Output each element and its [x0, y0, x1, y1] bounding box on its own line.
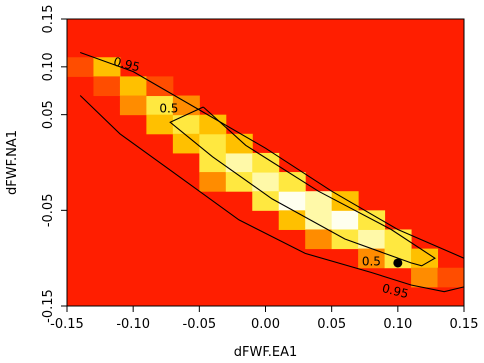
- heatmap-cell: [119, 95, 147, 116]
- contour-line: [169, 106, 436, 267]
- heatmap-cell: [146, 95, 174, 116]
- contour-label: 0.95: [112, 54, 141, 74]
- x-tick-label: 0.10: [383, 317, 412, 332]
- heatmap-cell: [93, 76, 121, 97]
- heatmap-cell: [252, 172, 280, 192]
- heatmap-cell: [437, 267, 465, 288]
- contour-line: [79, 95, 465, 293]
- heatmap-cell: [199, 133, 227, 154]
- heatmap-cell: [384, 229, 412, 250]
- heatmap-cell: [278, 191, 306, 211]
- heatmap-cell: [93, 57, 121, 77]
- best-fit-point: [393, 258, 403, 268]
- heatmap-cell: [225, 172, 253, 192]
- x-tick-label: -0.05: [183, 317, 217, 332]
- heatmap-cell: [172, 114, 200, 135]
- contour-labels: 0.950.50.50.95: [112, 54, 410, 301]
- contour-label: 0.5: [362, 254, 381, 268]
- heatmap-cell: [278, 172, 306, 192]
- y-axis-title: dFWF.NA1: [5, 130, 20, 195]
- heatmap-cell: [278, 210, 306, 230]
- y-axis: -0.15 -0.05 0.05 0.10 0.15: [41, 5, 67, 323]
- x-axis-title: dFWF.EA1: [234, 345, 297, 360]
- heatmap-cell: [252, 191, 280, 211]
- heatmap-cell: [331, 210, 359, 230]
- heatmap-cell: [252, 152, 280, 173]
- x-tick-label: 0.00: [251, 317, 280, 332]
- heatmap-cell: [331, 191, 359, 211]
- heatmap-cell: [411, 267, 439, 288]
- heatmap-cell: [172, 133, 200, 154]
- y-tick-label: -0.05: [41, 194, 56, 228]
- heatmap-cell: [172, 95, 200, 116]
- heatmap-cell: [305, 191, 333, 211]
- x-tick-label: -0.15: [50, 317, 84, 332]
- heatmap-cell: [358, 229, 386, 250]
- heatmap-cell: [305, 210, 333, 230]
- heatmap-cell: [67, 57, 94, 77]
- y-tick-label: 0.15: [41, 5, 56, 34]
- contour-label: 0.5: [159, 101, 178, 115]
- heatmap-cell: [199, 114, 227, 135]
- heatmap-cell: [225, 133, 253, 154]
- contour-label: 0.95: [381, 281, 410, 301]
- heatmap-cell: [358, 248, 386, 269]
- y-tick-label: 0.05: [41, 100, 56, 129]
- heatmap-cell: [225, 152, 253, 173]
- x-axis: -0.15 -0.10 -0.05 0.00 0.05 0.10 0.15: [50, 306, 478, 332]
- y-tick-label: 0.10: [41, 52, 56, 81]
- x-tick-label: -0.10: [116, 317, 150, 332]
- best-fit-marker: [393, 258, 403, 268]
- heatmap-cell: [411, 248, 439, 269]
- heatmap-cell: [305, 229, 333, 250]
- heatmap-cell: [199, 172, 227, 192]
- x-tick-label: 0.15: [450, 317, 479, 332]
- contour-lines: [79, 51, 465, 293]
- heatmap-cell: [146, 114, 174, 135]
- heatmap-cell: [199, 152, 227, 173]
- x-tick-label: 0.05: [317, 317, 346, 332]
- contour-line: [80, 51, 465, 259]
- heatmap-cell: [119, 76, 147, 97]
- y-tick-label: -0.15: [41, 289, 56, 323]
